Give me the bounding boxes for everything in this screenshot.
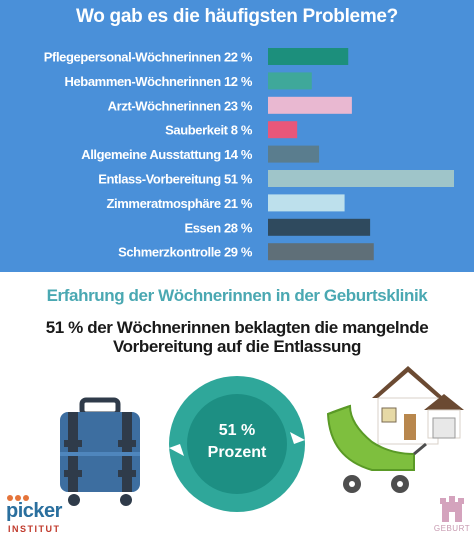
bar-label: Zimmeratmosphäre 21 % — [107, 196, 253, 211]
bar — [268, 170, 454, 187]
problems-panel — [0, 0, 474, 272]
bar-chart: Pflegepersonal-Wöchnerinnen 22 % Hebammen… — [44, 48, 454, 261]
bar — [268, 72, 312, 90]
stroller-house-icon — [326, 366, 464, 493]
percentage-circle-icon — [169, 376, 305, 512]
castle-icon — [440, 496, 464, 522]
bar-label: Entlass-Vorbereitung 51 % — [98, 172, 253, 187]
circle-unit: Prozent — [207, 444, 267, 461]
bar — [268, 96, 352, 114]
geburt-logo: GEBURT — [430, 494, 474, 539]
suitcase-icon — [60, 397, 140, 506]
bar-label: Schmerzkontrolle 29 % — [118, 245, 253, 260]
logo-sub: INSTITUT — [8, 524, 61, 534]
bar — [268, 145, 320, 163]
chart-title: Wo gab es die häufigsten Probleme? — [75, 6, 398, 27]
bar-label: Hebammen-Wöchnerinnen 12 % — [64, 74, 252, 89]
bar — [268, 218, 371, 236]
bar-label: Sauberkeit 8 % — [165, 123, 253, 138]
bar — [268, 48, 349, 65]
section-title: Erfahrung der Wöchnerinnen in der Geburt… — [46, 286, 428, 305]
logo-dots-icon — [7, 495, 29, 501]
bar — [268, 243, 374, 261]
headline: 51 % der Wöchnerinnen beklagten die mang… — [45, 318, 429, 356]
logo-name: picker — [6, 500, 62, 522]
circle-value: 51 % — [218, 422, 256, 439]
bar-label: Pflegepersonal-Wöchnerinnen 22 % — [44, 50, 253, 65]
bar — [268, 194, 345, 212]
bar — [268, 121, 298, 139]
bar-label: Allgemeine Ausstattung 14 % — [81, 147, 253, 162]
bar-label: Essen 28 % — [184, 220, 252, 235]
logo-right-name: GEBURT — [433, 524, 471, 533]
bar-label: Arzt-Wöchnerinnen 23 % — [108, 98, 253, 113]
